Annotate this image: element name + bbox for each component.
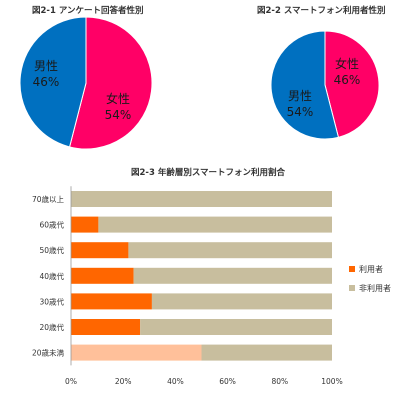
legend-label-user: 利用者 <box>359 264 383 274</box>
pie2-value-male: 54% <box>287 105 314 119</box>
pie2-label-male: 男性 <box>288 89 312 103</box>
bar-user-2 <box>71 242 129 259</box>
pie2-label-female: 女性 <box>335 56 359 71</box>
pie2-title: 図2-2 スマートフォン利用者性別 <box>257 5 386 16</box>
pie-chart-smartphone-user-gender: 図2-2 スマートフォン利用者性別 男性 54% 女性 46% <box>257 5 386 140</box>
bar-x-tick-5: 100% <box>321 377 342 386</box>
bar-x-tick-4: 80% <box>271 377 288 386</box>
bar-user-5 <box>71 319 141 335</box>
bar-category-label-6: 20歳未満 <box>32 348 65 358</box>
pie1-slice-female <box>68 16 153 150</box>
bar-category-label-1: 60歳代 <box>39 220 64 230</box>
bar-x-tick-2: 40% <box>167 377 184 386</box>
bar-title: 図2-3 年齢層別スマートフォン利用割合 <box>131 167 286 178</box>
pie2-slice-male <box>270 30 340 140</box>
bar-category-label-5: 20歳代 <box>39 322 64 332</box>
pie1-label-male: 男性 <box>34 59 58 73</box>
legend-label-nonuser: 非利用者 <box>359 283 391 293</box>
bar-category-label-3: 40歳代 <box>39 271 64 281</box>
pie1-value-female: 54% <box>105 108 132 122</box>
bar-category-label-2: 50歳代 <box>39 245 64 255</box>
bar-nonuser-4 <box>151 293 332 310</box>
bar-nonuser-0 <box>71 191 332 207</box>
bar-user-6 <box>71 344 202 361</box>
pie1-title: 図2-1 アンケート回答者性別 <box>32 5 143 16</box>
pie1-slice-male <box>19 16 87 148</box>
bar-x-tick-3: 60% <box>219 377 236 386</box>
bar-nonuser-6 <box>201 344 332 361</box>
bar-nonuser-2 <box>128 242 332 259</box>
pie1-value-male: 46% <box>33 75 60 89</box>
bar-category-label-0: 70歳以上 <box>32 194 65 204</box>
pie2-value-female: 46% <box>334 73 361 87</box>
legend-swatch-nonuser <box>349 285 355 291</box>
bar-nonuser-1 <box>98 216 332 233</box>
bar-user-1 <box>71 216 99 233</box>
bar-category-label-4: 30歳代 <box>39 296 64 306</box>
bar-nonuser-5 <box>140 319 332 335</box>
pie2-slice-female <box>324 30 380 138</box>
bar-x-tick-1: 20% <box>115 377 132 386</box>
pie-chart-respondent-gender: 図2-1 アンケート回答者性別 男性 46% 女性 54% <box>19 5 153 150</box>
bar-nonuser-3 <box>133 267 332 284</box>
bar-user-4 <box>71 293 152 310</box>
bar-x-tick-0: 0% <box>65 377 77 386</box>
legend-swatch-user <box>349 266 355 272</box>
pie1-label-female: 女性 <box>106 91 130 106</box>
bar-user-3 <box>71 267 134 284</box>
bar-chart-age-usage: 図2-3 年齢層別スマートフォン利用割合 70歳以上 60歳代 50歳代 40歳代 30… <box>32 167 391 386</box>
